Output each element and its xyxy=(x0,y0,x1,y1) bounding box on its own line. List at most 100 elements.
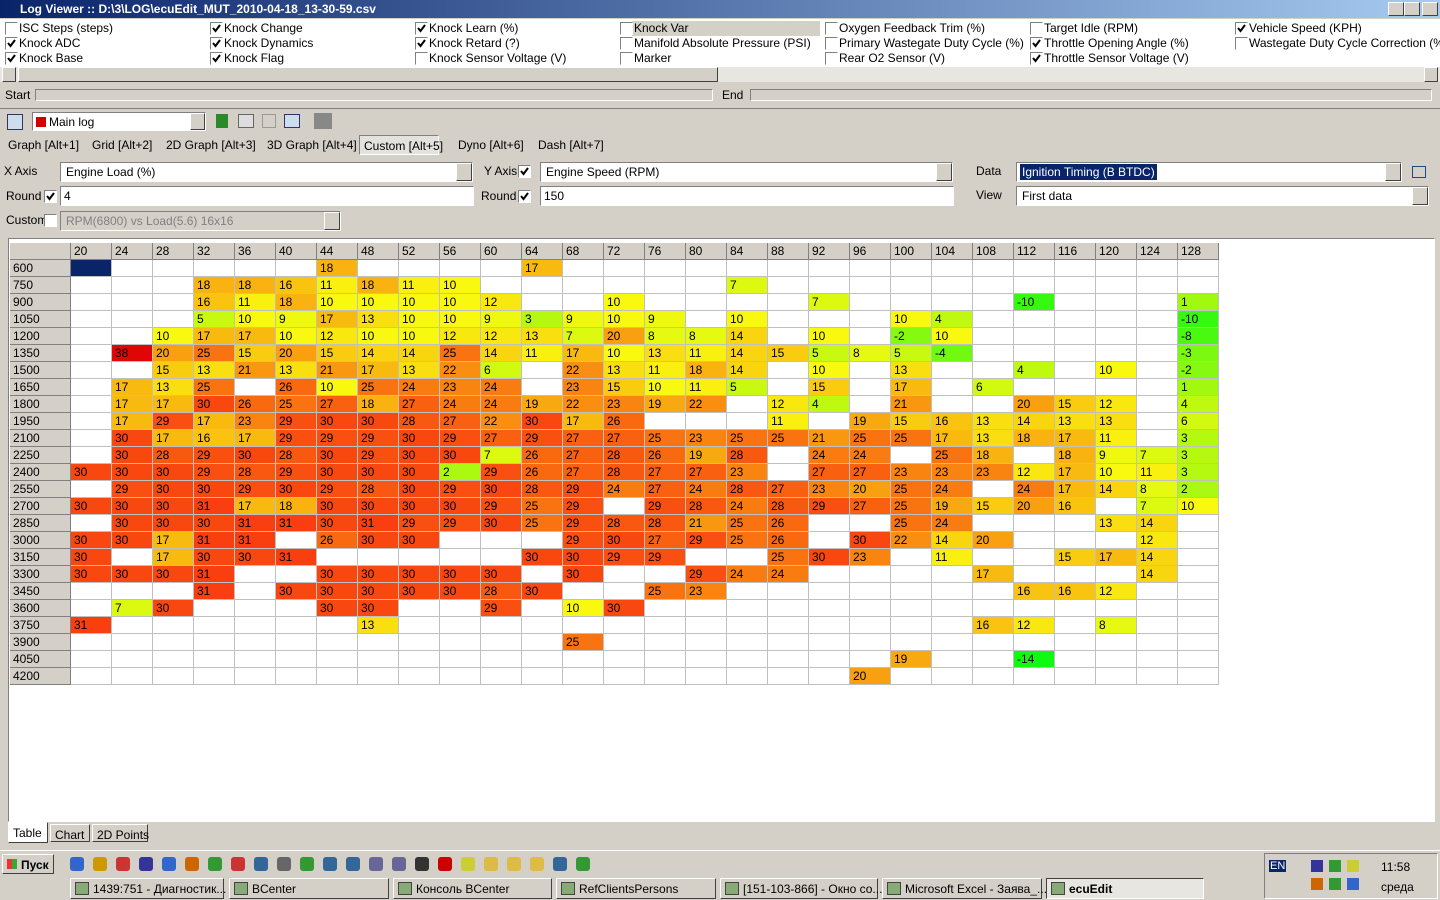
checkbox[interactable] xyxy=(415,37,428,50)
empty-cell[interactable] xyxy=(522,379,563,396)
data-cell[interactable]: 30 xyxy=(440,447,481,464)
empty-cell[interactable] xyxy=(71,396,112,413)
data-cell[interactable]: 28 xyxy=(358,481,399,498)
checkbox[interactable] xyxy=(1030,22,1043,35)
empty-cell[interactable] xyxy=(891,583,932,600)
data-cell[interactable]: 14 xyxy=(1137,515,1178,532)
data-cell[interactable]: 30 xyxy=(194,515,235,532)
data-cell[interactable]: 29 xyxy=(440,481,481,498)
data-cell[interactable]: 30 xyxy=(358,566,399,583)
empty-cell[interactable] xyxy=(1178,532,1219,549)
empty-cell[interactable] xyxy=(71,328,112,345)
log-combo[interactable]: Main log xyxy=(32,112,206,131)
data-cell[interactable]: 30 xyxy=(112,447,153,464)
data-cell[interactable]: 23 xyxy=(809,481,850,498)
empty-cell[interactable] xyxy=(768,447,809,464)
data-cell[interactable]: -4 xyxy=(932,345,973,362)
empty-cell[interactable] xyxy=(1178,583,1219,600)
empty-cell[interactable] xyxy=(1055,634,1096,651)
empty-cell[interactable] xyxy=(645,294,686,311)
data-cell[interactable]: 30 xyxy=(153,515,194,532)
data-cell[interactable]: 13 xyxy=(891,362,932,379)
data-cell[interactable]: 10 xyxy=(358,328,399,345)
empty-cell[interactable] xyxy=(71,294,112,311)
empty-cell[interactable] xyxy=(973,277,1014,294)
empty-cell[interactable] xyxy=(153,277,194,294)
empty-cell[interactable] xyxy=(1096,600,1137,617)
checkbox[interactable] xyxy=(210,22,223,35)
empty-cell[interactable] xyxy=(1055,617,1096,634)
data-cell[interactable]: 30 xyxy=(399,481,440,498)
empty-cell[interactable] xyxy=(727,396,768,413)
empty-cell[interactable] xyxy=(358,668,399,685)
data-cell[interactable]: 23 xyxy=(235,413,276,430)
quick-launch-icon[interactable] xyxy=(208,857,222,871)
empty-cell[interactable] xyxy=(1055,566,1096,583)
data-cell[interactable]: 27 xyxy=(686,464,727,481)
empty-cell[interactable] xyxy=(973,668,1014,685)
empty-cell[interactable] xyxy=(727,583,768,600)
empty-cell[interactable] xyxy=(727,651,768,668)
data-cell[interactable]: 29 xyxy=(194,464,235,481)
tray-icon[interactable] xyxy=(1329,878,1341,890)
data-cell[interactable]: 20 xyxy=(604,328,645,345)
empty-cell[interactable] xyxy=(1055,260,1096,277)
tray-icon[interactable] xyxy=(1347,860,1359,872)
data-cell[interactable]: 20 xyxy=(1014,498,1055,515)
data-cell[interactable]: 25 xyxy=(522,498,563,515)
checkbox[interactable] xyxy=(620,52,633,65)
empty-cell[interactable] xyxy=(1014,260,1055,277)
data-cell[interactable]: 28 xyxy=(153,447,194,464)
data-cell[interactable]: 31 xyxy=(194,566,235,583)
data-cell[interactable]: 25 xyxy=(276,396,317,413)
data-cell[interactable]: 13 xyxy=(399,362,440,379)
empty-cell[interactable] xyxy=(194,617,235,634)
empty-cell[interactable] xyxy=(399,600,440,617)
task-button[interactable]: [151-103-866] - Окно со... xyxy=(720,878,882,899)
combo-box[interactable]: Ignition Timing (B BTDC) xyxy=(1016,162,1402,182)
data-cell[interactable]: 31 xyxy=(194,532,235,549)
data-cell[interactable]: 23 xyxy=(604,396,645,413)
empty-cell[interactable] xyxy=(891,549,932,566)
empty-cell[interactable] xyxy=(1055,277,1096,294)
data-cell[interactable]: 30 xyxy=(809,549,850,566)
empty-cell[interactable] xyxy=(973,651,1014,668)
empty-cell[interactable] xyxy=(1137,260,1178,277)
empty-cell[interactable] xyxy=(1055,600,1096,617)
empty-cell[interactable] xyxy=(1055,668,1096,685)
empty-cell[interactable] xyxy=(1137,413,1178,430)
empty-cell[interactable] xyxy=(1014,549,1055,566)
data-cell[interactable]: 26 xyxy=(768,515,809,532)
data-cell[interactable]: -10 xyxy=(1014,294,1055,311)
empty-cell[interactable] xyxy=(440,634,481,651)
data-cell[interactable]: 14 xyxy=(727,362,768,379)
data-cell[interactable]: 30 xyxy=(563,566,604,583)
data-cell[interactable]: 15 xyxy=(317,345,358,362)
data-cell[interactable]: 29 xyxy=(153,413,194,430)
empty-cell[interactable] xyxy=(194,651,235,668)
data-cell[interactable]: 29 xyxy=(645,549,686,566)
data-cell[interactable]: 28 xyxy=(645,515,686,532)
data-cell[interactable]: 30 xyxy=(153,464,194,481)
data-cell[interactable]: 17 xyxy=(112,413,153,430)
data-cell[interactable]: 24 xyxy=(727,566,768,583)
data-cell[interactable]: 11 xyxy=(317,277,358,294)
data-cell[interactable]: 10 xyxy=(235,311,276,328)
data-cell[interactable]: 24 xyxy=(481,379,522,396)
data-cell[interactable]: 9 xyxy=(276,311,317,328)
data-cell[interactable]: 12 xyxy=(481,294,522,311)
data-cell[interactable]: 23 xyxy=(932,464,973,481)
empty-cell[interactable] xyxy=(522,362,563,379)
empty-cell[interactable] xyxy=(1178,634,1219,651)
data-cell[interactable]: 8 xyxy=(686,328,727,345)
empty-cell[interactable] xyxy=(809,583,850,600)
data-cell[interactable]: 29 xyxy=(481,600,522,617)
data-cell[interactable]: 24 xyxy=(768,566,809,583)
data-cell[interactable]: 24 xyxy=(727,498,768,515)
empty-cell[interactable] xyxy=(891,294,932,311)
data-cell[interactable]: 18 xyxy=(276,294,317,311)
empty-cell[interactable] xyxy=(1178,260,1219,277)
data-cell[interactable]: 13 xyxy=(522,328,563,345)
empty-cell[interactable] xyxy=(932,362,973,379)
data-cell[interactable]: 26 xyxy=(317,532,358,549)
